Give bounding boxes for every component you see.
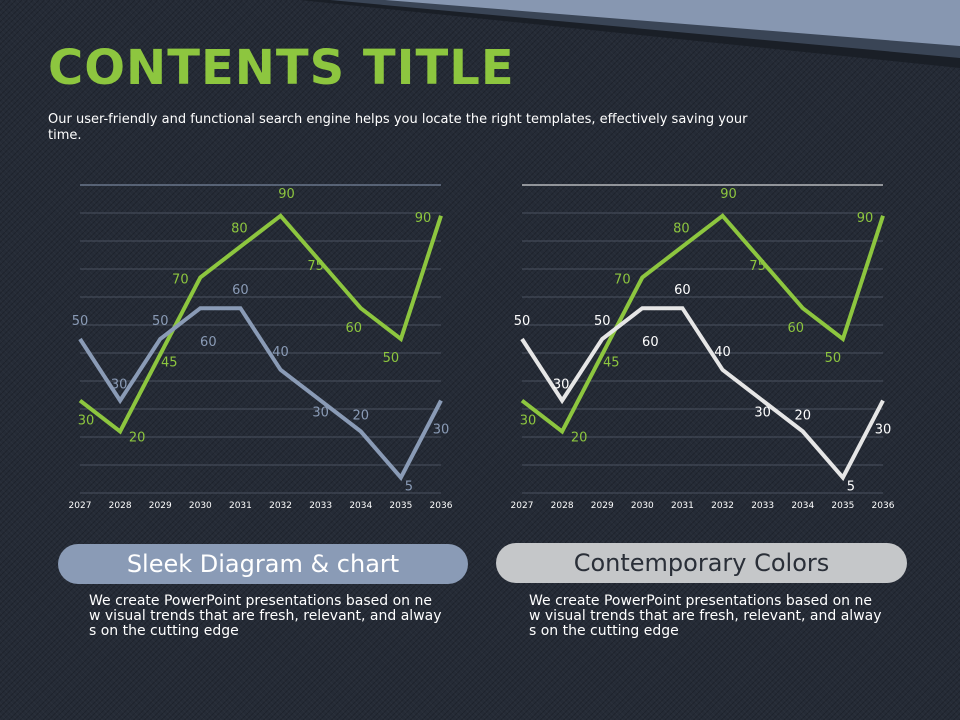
data-label: 50	[152, 314, 169, 329]
x-tick-label: 2027	[69, 501, 92, 511]
data-label: 50	[383, 351, 400, 366]
data-label: 70	[172, 272, 189, 287]
data-label: 75	[749, 259, 766, 274]
caption-pill-left: Sleek Diagram & chart	[58, 544, 468, 584]
data-label: 50	[594, 314, 611, 329]
data-label: 20	[129, 430, 146, 445]
data-label: 60	[788, 321, 805, 336]
x-tick-label: 2031	[671, 501, 694, 511]
line-chart-right: 2027 2028 2029 2030 2031 2032 2033 2034 2035 2036…	[511, 184, 895, 511]
series-line	[78, 306, 443, 482]
data-label: 20	[571, 430, 588, 445]
data-label: 45	[161, 355, 178, 370]
line-chart-left: 2027 2028 2029 2030 2031 2032 2033 2034 2035 2036…	[69, 184, 453, 511]
x-tick-label: 2036	[430, 501, 453, 511]
data-label: 30	[553, 378, 570, 393]
data-label: 90	[720, 187, 737, 202]
data-label: 90	[857, 211, 874, 226]
data-label: 30	[520, 414, 537, 429]
x-tick-label: 2029	[591, 501, 614, 511]
data-label: 60	[346, 321, 363, 336]
data-label: 90	[415, 211, 432, 226]
x-tick-label: 2028	[551, 501, 574, 511]
x-tick-label: 2030	[631, 501, 654, 511]
data-label: 30	[312, 406, 329, 421]
data-label: 75	[307, 259, 324, 274]
x-tick-label: 2027	[511, 501, 534, 511]
data-label: 20	[795, 408, 812, 423]
x-tick-label: 2034	[349, 501, 372, 511]
data-label: 50	[72, 314, 89, 329]
page-subtitle: Our user-friendly and functional search …	[48, 112, 748, 143]
x-tick-label: 2036	[872, 501, 895, 511]
data-label: 30	[433, 423, 450, 438]
data-label: 60	[232, 283, 249, 298]
data-label: 5	[405, 480, 413, 495]
series-line	[520, 213, 885, 435]
x-tick-label: 2029	[149, 501, 172, 511]
data-label: 70	[614, 272, 631, 287]
data-label: 40	[272, 345, 289, 360]
data-label: 30	[875, 423, 892, 438]
data-label: 30	[111, 378, 128, 393]
x-tick-label: 2035	[389, 501, 412, 511]
data-label: 90	[278, 187, 295, 202]
x-tick-label: 2030	[189, 501, 212, 511]
series-line	[78, 213, 443, 435]
caption-heading-right: Contemporary Colors	[573, 549, 830, 577]
x-tick-label: 2032	[269, 501, 292, 511]
data-label: 20	[353, 408, 370, 423]
caption-pill-right: Contemporary Colors	[496, 543, 907, 583]
series-line	[520, 306, 885, 482]
x-tick-label: 2034	[791, 501, 814, 511]
x-tick-label: 2028	[109, 501, 132, 511]
corner-light-band	[385, 0, 960, 46]
x-tick-label: 2033	[751, 501, 774, 511]
data-label: 80	[673, 222, 690, 237]
data-label: 50	[514, 314, 531, 329]
data-label: 5	[847, 480, 855, 495]
x-tick-label: 2032	[711, 501, 734, 511]
x-tick-label: 2031	[229, 501, 252, 511]
caption-body-left: We create PowerPoint presentations based…	[89, 593, 442, 639]
data-label: 30	[78, 414, 95, 429]
caption-body-right: We create PowerPoint presentations based…	[529, 593, 882, 639]
data-label: 60	[674, 283, 691, 298]
data-label: 40	[714, 345, 731, 360]
x-tick-label: 2035	[831, 501, 854, 511]
data-label: 60	[642, 335, 659, 350]
data-label: 30	[754, 406, 771, 421]
data-label: 60	[200, 335, 217, 350]
data-label: 80	[231, 222, 248, 237]
data-label: 50	[825, 351, 842, 366]
page-title: CONTENTS TITLE	[48, 40, 515, 96]
corner-accent	[300, 0, 960, 68]
x-tick-label: 2033	[309, 501, 332, 511]
caption-heading-left: Sleek Diagram & chart	[126, 550, 400, 578]
data-label: 45	[603, 355, 620, 370]
